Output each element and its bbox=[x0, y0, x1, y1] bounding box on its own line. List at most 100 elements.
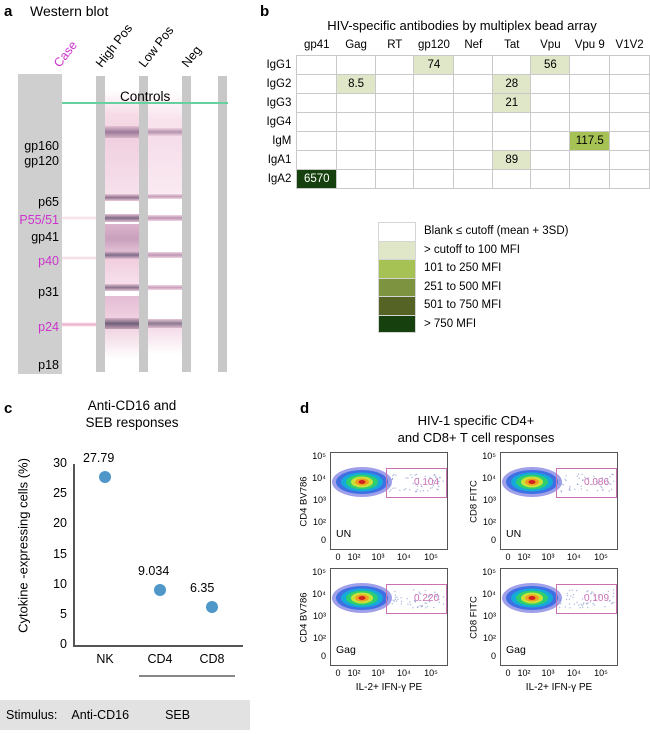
heatmap-cell: 117.5 bbox=[570, 132, 610, 151]
heatmap-cell bbox=[297, 151, 337, 170]
stimulus-seb-label: SEB bbox=[165, 708, 190, 722]
flow-x-tick: 10⁵ bbox=[421, 552, 441, 562]
heatmap-cell bbox=[414, 170, 454, 189]
blot-band-label-p31: p31 bbox=[18, 286, 62, 299]
scatter-point-label-cd4: 9.034 bbox=[138, 564, 169, 578]
heatmap-cell bbox=[454, 94, 493, 113]
x-category-cd8: CD8 bbox=[186, 652, 238, 666]
flow-x-axis-label: IL-2+ IFN-γ PE bbox=[330, 682, 448, 693]
heatmap-cell bbox=[531, 151, 570, 170]
panel-c-cytokine-scatter: Anti-CD16 and SEB responses Cytokine -ex… bbox=[0, 394, 256, 734]
heatmap-row-header-igg2: IgG2 bbox=[256, 75, 297, 94]
heatmap-cell: 89 bbox=[493, 151, 531, 170]
flow-condition-label: UN bbox=[506, 528, 521, 540]
heatmap-col-header-vpu: Vpu bbox=[531, 38, 570, 56]
blot-band-label-p18: p18 bbox=[18, 359, 62, 372]
heatmap-legend: Blank ≤ cutoff (mean + 3SD) > cutoff to 1… bbox=[378, 222, 569, 333]
heatmap-cell bbox=[570, 56, 610, 75]
controls-label: Controls bbox=[120, 89, 170, 104]
heatmap-legend-label: 101 to 250 MFI bbox=[424, 262, 501, 274]
scatter-plot-area: Cytokine -expressing cells (%) 0 5 10 15 20 2… bbox=[0, 446, 250, 676]
flow-x-tick: 10⁴ bbox=[564, 668, 584, 678]
blot-lane-case bbox=[62, 74, 96, 374]
heatmap-col-header-tat: Tat bbox=[493, 38, 531, 56]
heatmap-legend-label: > 750 MFI bbox=[424, 318, 476, 330]
blot-band-label-p40: p40 bbox=[18, 255, 62, 268]
heatmap-legend-swatch bbox=[378, 315, 416, 334]
heatmap-cell bbox=[570, 151, 610, 170]
seb-group-underline bbox=[139, 675, 235, 677]
heatmap-cell bbox=[610, 56, 650, 75]
heatmap-cell bbox=[414, 94, 454, 113]
heatmap-cell bbox=[531, 170, 570, 189]
heatmap-legend-swatch bbox=[378, 259, 416, 278]
heatmap-cell bbox=[297, 56, 337, 75]
heatmap-legend-swatch bbox=[378, 278, 416, 297]
heatmap-cell bbox=[493, 170, 531, 189]
flow-x-tick: 10³ bbox=[368, 552, 388, 562]
flow-x-tick: 10³ bbox=[538, 552, 558, 562]
blot-lane-header-high-pos: High Pos bbox=[93, 21, 135, 70]
heatmap-cell bbox=[376, 132, 414, 151]
heatmap-cell bbox=[376, 151, 414, 170]
heatmap-col-header-vpu-9: Vpu 9 bbox=[570, 38, 610, 56]
panel-d-title: HIV-1 specific CD4+ and CD8+ T cell resp… bbox=[306, 412, 646, 446]
flow-x-tick: 10⁴ bbox=[564, 552, 584, 562]
heatmap-cell bbox=[570, 94, 610, 113]
heatmap-cell bbox=[531, 75, 570, 94]
scatter-point-cd4[interactable] bbox=[154, 584, 166, 596]
heatmap-cell bbox=[531, 113, 570, 132]
heatmap-cell bbox=[493, 132, 531, 151]
stimulus-bar: Stimulus: Anti-CD16 SEB bbox=[0, 700, 250, 730]
blot-band-label-gp41: gp41 bbox=[18, 231, 62, 244]
flow-x-tick: 10⁵ bbox=[591, 668, 611, 678]
heatmap-row: IgG2 8.5 28 bbox=[256, 75, 650, 94]
heatmap-corner-cell bbox=[256, 38, 297, 56]
heatmap-cell bbox=[610, 75, 650, 94]
blot-image: gp160 gp120 p65 P55/51 gp41 p40 p31 p24 … bbox=[18, 74, 228, 374]
heatmap-row: IgG4 bbox=[256, 113, 650, 132]
flow-gate-percentage: 0.086 bbox=[584, 477, 609, 488]
blot-band-label-p24: p24 bbox=[18, 321, 62, 334]
scatter-point-cd8[interactable] bbox=[206, 601, 218, 613]
heatmap-col-header-v1v2: V1V2 bbox=[610, 38, 650, 56]
panel-b-letter: b bbox=[260, 3, 269, 20]
flow-condition-label: Gag bbox=[506, 644, 526, 656]
scatter-point-nk[interactable] bbox=[99, 471, 111, 483]
heatmap-cell bbox=[297, 113, 337, 132]
y-tick-label: 0 bbox=[41, 637, 67, 651]
heatmap-cell bbox=[297, 75, 337, 94]
heatmap-cell bbox=[297, 132, 337, 151]
heatmap-cell bbox=[570, 75, 610, 94]
blot-lane-header-low-pos: Low Pos bbox=[136, 24, 177, 70]
blot-lane-header-neg: Neg bbox=[179, 43, 204, 70]
heatmap-cell: 56 bbox=[531, 56, 570, 75]
flow-gate-percentage: 0.104 bbox=[414, 477, 439, 488]
heatmap-legend-row: 101 to 250 MFI bbox=[378, 259, 569, 278]
heatmap-cell bbox=[414, 113, 454, 132]
heatmap-row-header-igg4: IgG4 bbox=[256, 113, 297, 132]
flow-x-axis-label: IL-2+ IFN-γ PE bbox=[500, 682, 618, 693]
heatmap-cell bbox=[414, 75, 454, 94]
blot-band-label-gp160: gp160 bbox=[18, 140, 62, 153]
flow-x-tick: 10⁵ bbox=[421, 668, 441, 678]
heatmap-legend-label: Blank ≤ cutoff (mean + 3SD) bbox=[424, 225, 569, 237]
flow-gate-percentage: 0.220 bbox=[414, 593, 439, 604]
x-category-nk: NK bbox=[79, 652, 131, 666]
heatmap-cell bbox=[297, 94, 337, 113]
blot-lane-low-pos bbox=[148, 74, 182, 374]
heatmap-cell bbox=[454, 113, 493, 132]
flow-x-tick: 10² bbox=[344, 668, 364, 678]
flow-condition-label: Gag bbox=[336, 644, 356, 656]
heatmap-cell bbox=[454, 132, 493, 151]
heatmap-cell bbox=[414, 132, 454, 151]
y-tick-label: 25 bbox=[41, 486, 67, 500]
flow-y-axis-label: CD8 FITC bbox=[469, 466, 480, 538]
heatmap-col-header-nef: Nef bbox=[454, 38, 493, 56]
flow-condition-label: UN bbox=[336, 528, 351, 540]
heatmap-cell bbox=[376, 113, 414, 132]
heatmap-row-header-igg1: IgG1 bbox=[256, 56, 297, 75]
heatmap-cell bbox=[337, 151, 376, 170]
heatmap-cell bbox=[531, 132, 570, 151]
heatmap-row: IgA2 6570 bbox=[256, 170, 650, 189]
